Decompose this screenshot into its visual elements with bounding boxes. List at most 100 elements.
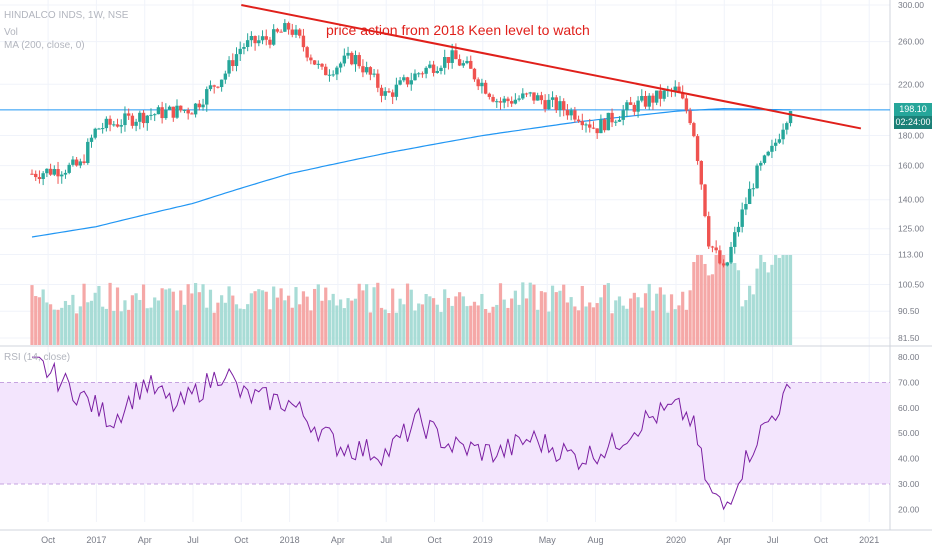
volume-bar	[658, 287, 662, 345]
volume-bar	[134, 293, 138, 345]
volume-bar	[327, 300, 332, 345]
candle-body	[573, 110, 577, 120]
volume-bar	[391, 288, 395, 345]
candle-body	[643, 95, 648, 107]
volume-bar	[725, 265, 729, 345]
volume-bar	[290, 307, 294, 345]
candle-body	[718, 250, 722, 264]
volume-bar	[748, 285, 752, 345]
volume-bar	[595, 303, 599, 345]
candle-body	[286, 23, 291, 30]
candle-body	[253, 36, 257, 44]
candle-body	[565, 110, 570, 116]
time-tick-label: May	[539, 535, 557, 545]
rsi-tick-label: 20.00	[898, 504, 920, 514]
candle-body	[677, 86, 681, 93]
volume-bar	[182, 304, 187, 345]
rsi-band	[0, 382, 890, 484]
volume-bar	[93, 292, 97, 345]
volume-bar	[524, 298, 529, 345]
candle-body	[654, 90, 659, 103]
volume-bar	[312, 288, 317, 345]
ma-legend[interactable]: MA (200, close, 0)	[4, 40, 85, 51]
volume-bar	[272, 286, 276, 345]
volume-bar	[220, 295, 224, 345]
candle-body	[63, 172, 68, 175]
candle-body	[431, 64, 436, 73]
candle-body	[658, 90, 663, 99]
volume-bar	[491, 306, 495, 345]
volume-legend[interactable]: Vol	[4, 27, 18, 38]
candle-body	[521, 93, 525, 99]
volume-bar	[532, 284, 536, 345]
volume-bar	[223, 302, 227, 345]
candle-body	[242, 47, 246, 49]
candle-body	[357, 55, 361, 67]
volume-bar	[48, 304, 53, 345]
candle-body	[729, 246, 733, 263]
candle-body	[483, 82, 488, 94]
volume-bar	[45, 302, 49, 345]
volume-bar	[755, 268, 759, 345]
candle-body	[435, 71, 439, 73]
candle-body	[416, 73, 421, 75]
volume-bar	[34, 296, 38, 345]
candle-body	[428, 64, 432, 68]
volume-bar	[63, 300, 68, 345]
candle-body	[138, 112, 142, 122]
candle-body	[480, 82, 484, 87]
candle-body	[394, 84, 399, 97]
volume-bar	[498, 283, 503, 345]
volume-bar	[465, 306, 469, 345]
volume-bar	[562, 284, 566, 345]
volume-bar	[647, 283, 651, 345]
candle-body	[368, 67, 373, 75]
candle-body	[294, 29, 298, 35]
time-tick-label: 2021	[859, 535, 879, 545]
volume-bar	[759, 255, 763, 345]
volume-bar	[677, 305, 681, 345]
symbol-legend[interactable]: HINDALCO INDS, 1W, NSE	[4, 10, 129, 21]
candle-body	[409, 80, 413, 85]
candle-body	[446, 57, 451, 63]
time-tick-label: Jul	[767, 535, 779, 545]
rsi-legend[interactable]: RSI (14, close)	[4, 352, 71, 363]
volume-bar	[428, 296, 432, 345]
volume-bar	[409, 289, 413, 345]
ma-200-line	[31, 107, 791, 238]
volume-bar	[130, 295, 134, 345]
candle-body	[766, 151, 770, 156]
candle-body	[439, 67, 443, 72]
rsi-tick-label: 80.00	[898, 352, 920, 362]
candle-body	[617, 119, 622, 122]
candle-body	[662, 90, 666, 99]
price-tick-label: 125.00	[898, 224, 924, 234]
candle-body	[509, 101, 514, 104]
candle-body	[703, 184, 707, 217]
volume-bar	[476, 305, 480, 345]
candle-body	[457, 59, 462, 66]
volume-bar	[636, 297, 640, 345]
candle-body	[379, 87, 384, 96]
volume-bar	[249, 293, 253, 345]
volume-bar	[543, 292, 547, 345]
candle-body	[164, 109, 168, 119]
time-tick-label: Apr	[331, 535, 345, 545]
volume-bar	[517, 304, 521, 345]
candle-body	[450, 50, 454, 63]
time-tick-label: 2019	[473, 535, 493, 545]
candle-body	[487, 93, 492, 97]
volume-bar	[309, 310, 313, 345]
time-tick-label: Jul	[380, 535, 392, 545]
candle-body	[721, 263, 726, 266]
candle-body	[443, 57, 447, 68]
volume-bar	[599, 297, 603, 345]
time-tick-label: 2020	[666, 535, 686, 545]
volume-bar	[774, 255, 778, 345]
volume-bar	[681, 291, 685, 345]
candle-body	[234, 54, 239, 67]
candle-body	[773, 142, 778, 146]
trendline	[241, 4, 862, 130]
time-tick-label: Oct	[234, 535, 249, 545]
candle-body	[208, 85, 213, 90]
